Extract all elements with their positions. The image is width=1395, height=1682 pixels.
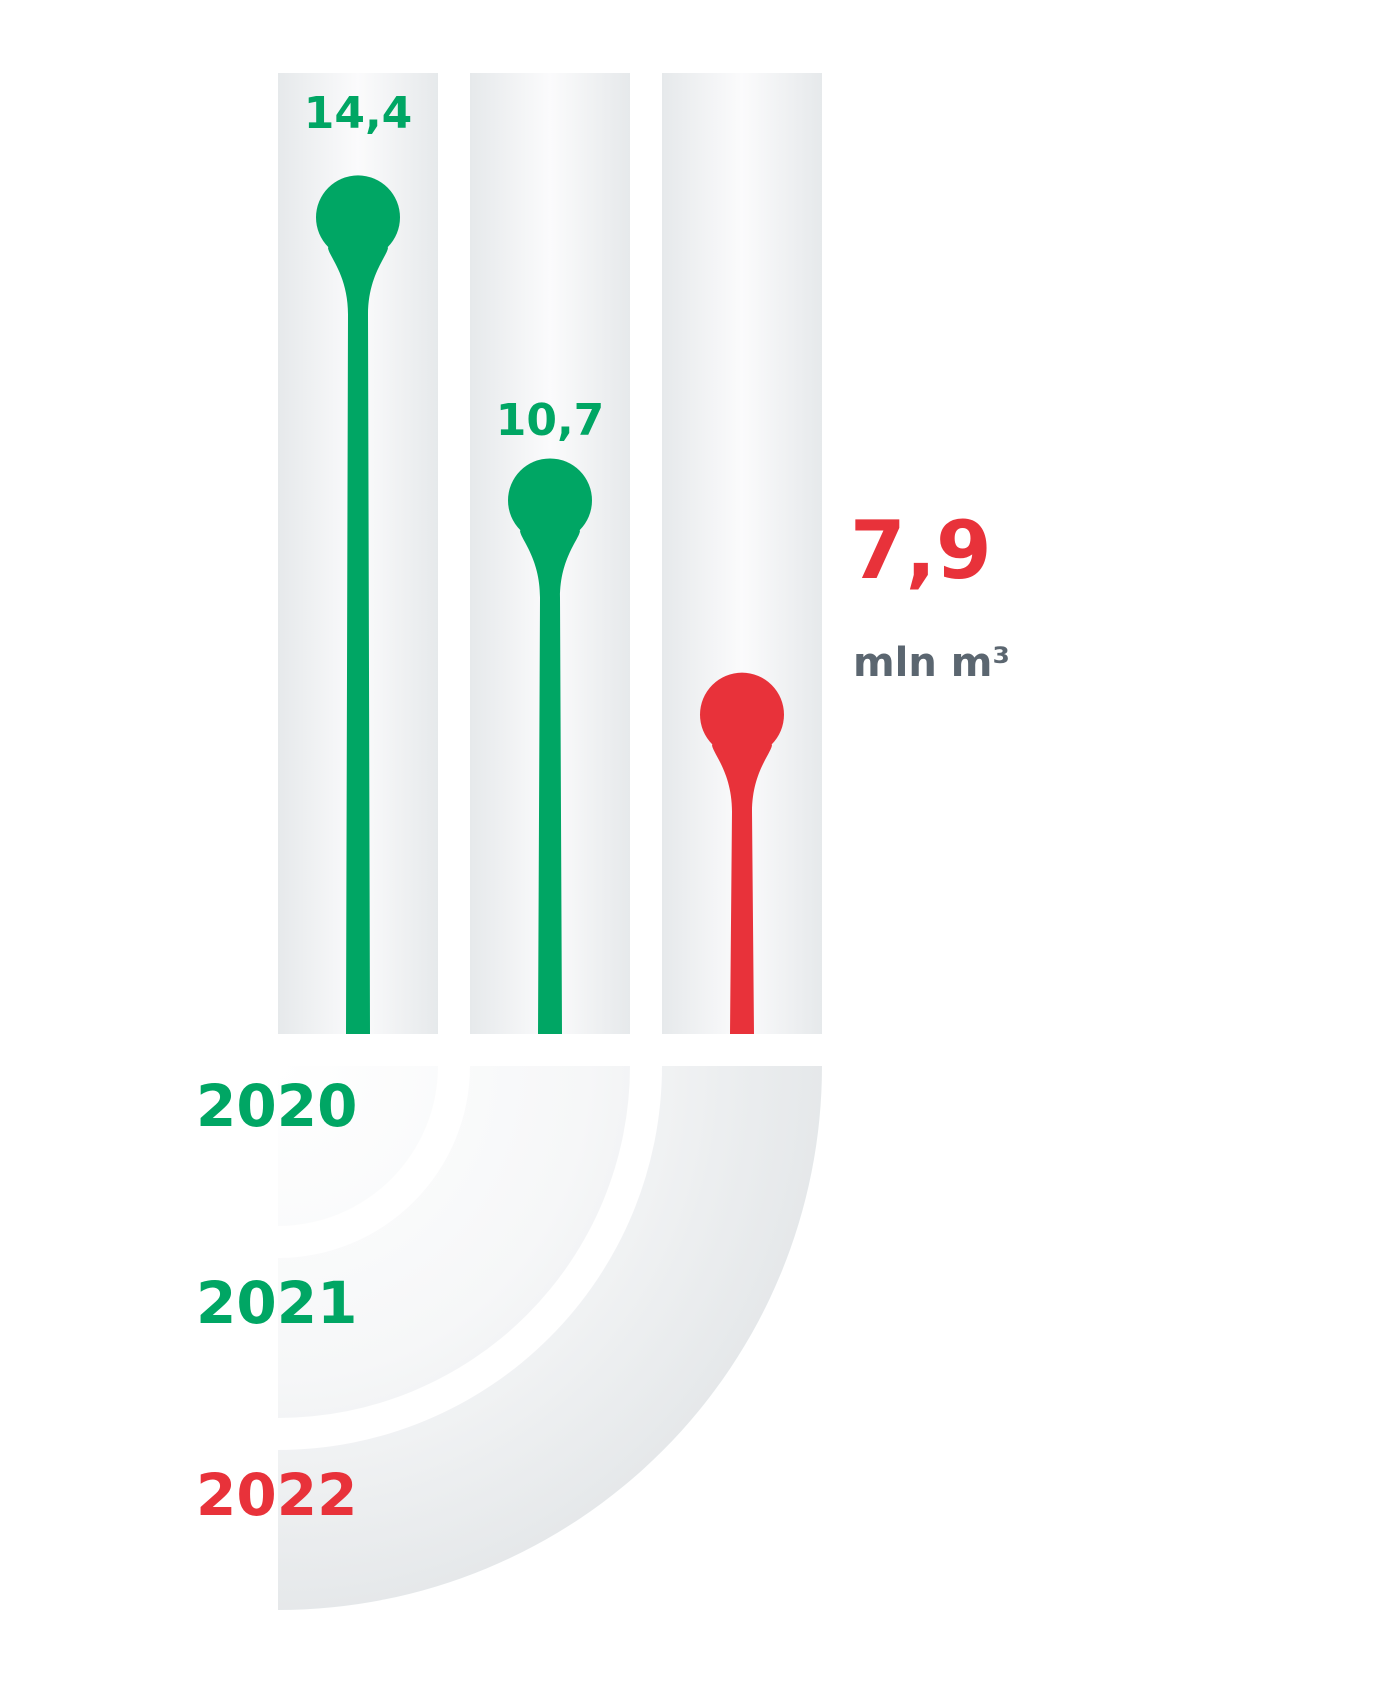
- year-label-2022: 2022: [196, 1461, 357, 1529]
- year-label-2020: 2020: [196, 1072, 357, 1140]
- bend-2021: [278, 1066, 630, 1418]
- bend-2022: [278, 1066, 822, 1610]
- lollipop-head-2021: [508, 458, 592, 543]
- value-label-2022: 7,9: [850, 504, 992, 597]
- lollipop-head-2022: [700, 672, 784, 757]
- year-label-2021: 2021: [196, 1269, 357, 1337]
- lollipop-stem-2022: [712, 744, 772, 1034]
- labels-layer: 14,4 10,7 7,9 mln m³ 2020 2021 2022: [196, 88, 1010, 1529]
- value-label-2021: 10,7: [496, 395, 605, 446]
- bend-2020: [278, 1066, 438, 1226]
- value-label-2020: 14,4: [304, 88, 413, 139]
- unit-label: mln m³: [853, 640, 1010, 686]
- lollipop-stem-2021: [520, 530, 580, 1034]
- lollipop-head-2020: [316, 175, 400, 260]
- lollipop-stem-2020: [328, 247, 388, 1034]
- marks-layer: [316, 175, 784, 1034]
